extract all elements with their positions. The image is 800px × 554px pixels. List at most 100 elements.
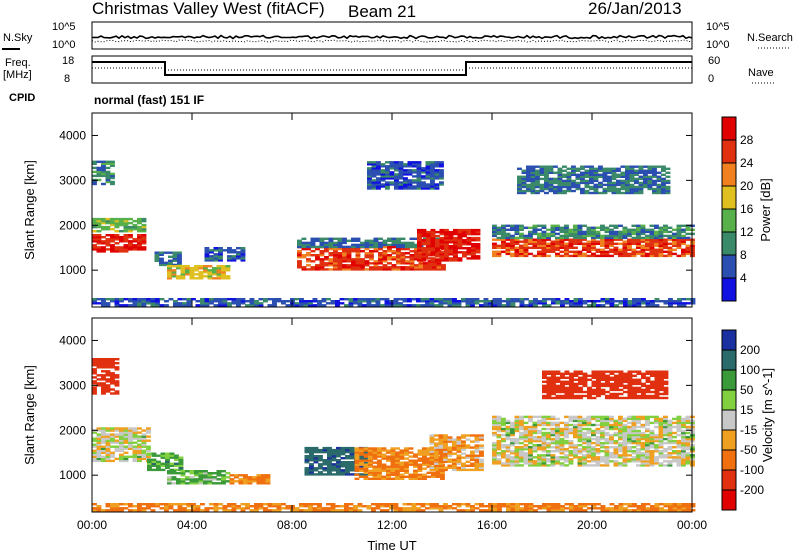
echo-cell — [405, 243, 410, 247]
echo-cell — [376, 171, 381, 174]
echo-cell — [417, 230, 422, 234]
echo-cell — [297, 260, 302, 263]
echo-cell — [649, 234, 655, 238]
echo-cell — [174, 464, 179, 467]
echo-cell — [537, 254, 542, 258]
echo-cell — [391, 256, 397, 259]
echo-cell — [453, 245, 458, 248]
echo-cell — [299, 298, 304, 301]
echo-cell — [625, 191, 630, 195]
echo-cell — [609, 415, 614, 419]
echo-cell — [377, 473, 382, 476]
echo-cell — [496, 236, 502, 240]
echo-cell — [439, 228, 445, 232]
echo-cell — [546, 444, 551, 447]
echo-cell — [313, 461, 319, 464]
echo-cell — [342, 260, 347, 263]
echo-cell — [394, 183, 399, 186]
echo-cell — [497, 304, 502, 307]
echo-cell — [110, 358, 115, 361]
echo-cell — [582, 427, 587, 431]
echo-cell — [586, 242, 592, 245]
echo-cell — [663, 425, 668, 429]
echo-cell — [216, 273, 222, 276]
echo-cell — [243, 476, 248, 479]
echo-cell — [636, 246, 641, 249]
echo-cell — [357, 509, 363, 512]
echo-cell — [636, 454, 641, 457]
echo-cell — [240, 247, 246, 250]
echo-cell — [119, 238, 124, 241]
echo-cell — [110, 453, 115, 456]
echo-cell — [438, 452, 444, 455]
echo-cell — [569, 382, 574, 386]
echo-cell — [532, 448, 538, 451]
echo-cell — [114, 380, 120, 383]
echo-cell — [101, 455, 106, 458]
echo-cell — [385, 187, 390, 190]
echo-cell — [310, 260, 316, 263]
echo-cell — [229, 474, 235, 477]
echo-cell — [627, 431, 632, 435]
echo-cell — [216, 482, 222, 485]
echo-cell — [555, 380, 561, 383]
echo-cell — [640, 246, 646, 249]
echo-cell — [328, 262, 334, 265]
echo-cell — [593, 189, 599, 193]
echo-cell — [105, 378, 111, 381]
echo-cell — [216, 271, 222, 274]
echo-cell — [425, 177, 431, 180]
echo-cell — [510, 298, 516, 301]
echo-cell — [474, 456, 480, 459]
echo-cell — [409, 243, 415, 247]
echo-cell — [372, 461, 378, 464]
echo-cell — [589, 177, 594, 181]
echo-cell — [685, 435, 691, 439]
echo-cell — [218, 503, 223, 506]
echo-cell — [598, 185, 603, 189]
echo-cell — [659, 392, 664, 396]
echo-cell — [114, 390, 120, 393]
nsky-trace — [91, 34, 693, 40]
echo-cell — [119, 457, 124, 461]
echo-cell — [429, 454, 435, 457]
echo-cell — [631, 456, 637, 459]
echo-cell — [447, 298, 453, 301]
frequency-trace — [92, 61, 692, 76]
echo-cell — [165, 458, 170, 461]
echo-cell — [541, 444, 547, 447]
echo-cell — [114, 384, 120, 387]
echo-cell — [557, 191, 563, 195]
echo-cell — [198, 265, 204, 268]
frequency-panel: Freq. [MHz] 18 8 60 0 Nave — [3, 55, 776, 85]
echo-cell — [390, 447, 396, 450]
echo-cell — [667, 236, 673, 240]
echo-cell — [586, 234, 592, 238]
echo-cell — [407, 503, 412, 506]
echo-cell — [150, 505, 156, 508]
echo-cell — [649, 441, 655, 445]
echo-cell — [650, 374, 655, 377]
echo-cell — [645, 228, 650, 231]
echo-cell — [146, 302, 151, 305]
echo-cell — [390, 465, 396, 468]
echo-cell — [553, 177, 558, 181]
echo-cell — [618, 230, 623, 234]
echo-cell — [681, 252, 686, 256]
echo-cell — [101, 236, 106, 239]
echo-cell — [551, 382, 556, 386]
echo-cell — [647, 185, 653, 189]
echo-cell — [496, 238, 502, 241]
echo-cell — [623, 304, 628, 307]
echo-cell — [438, 438, 444, 441]
echo-cell — [510, 458, 515, 461]
echo-cell — [315, 268, 320, 271]
echo-cell — [658, 431, 664, 435]
echo-cell — [349, 461, 355, 464]
echo-cell — [582, 374, 588, 377]
echo-cell — [123, 427, 129, 430]
echo-cell — [618, 454, 623, 457]
echo-cell — [555, 462, 560, 465]
echo-cell — [177, 503, 183, 506]
echo-cell — [400, 247, 406, 251]
